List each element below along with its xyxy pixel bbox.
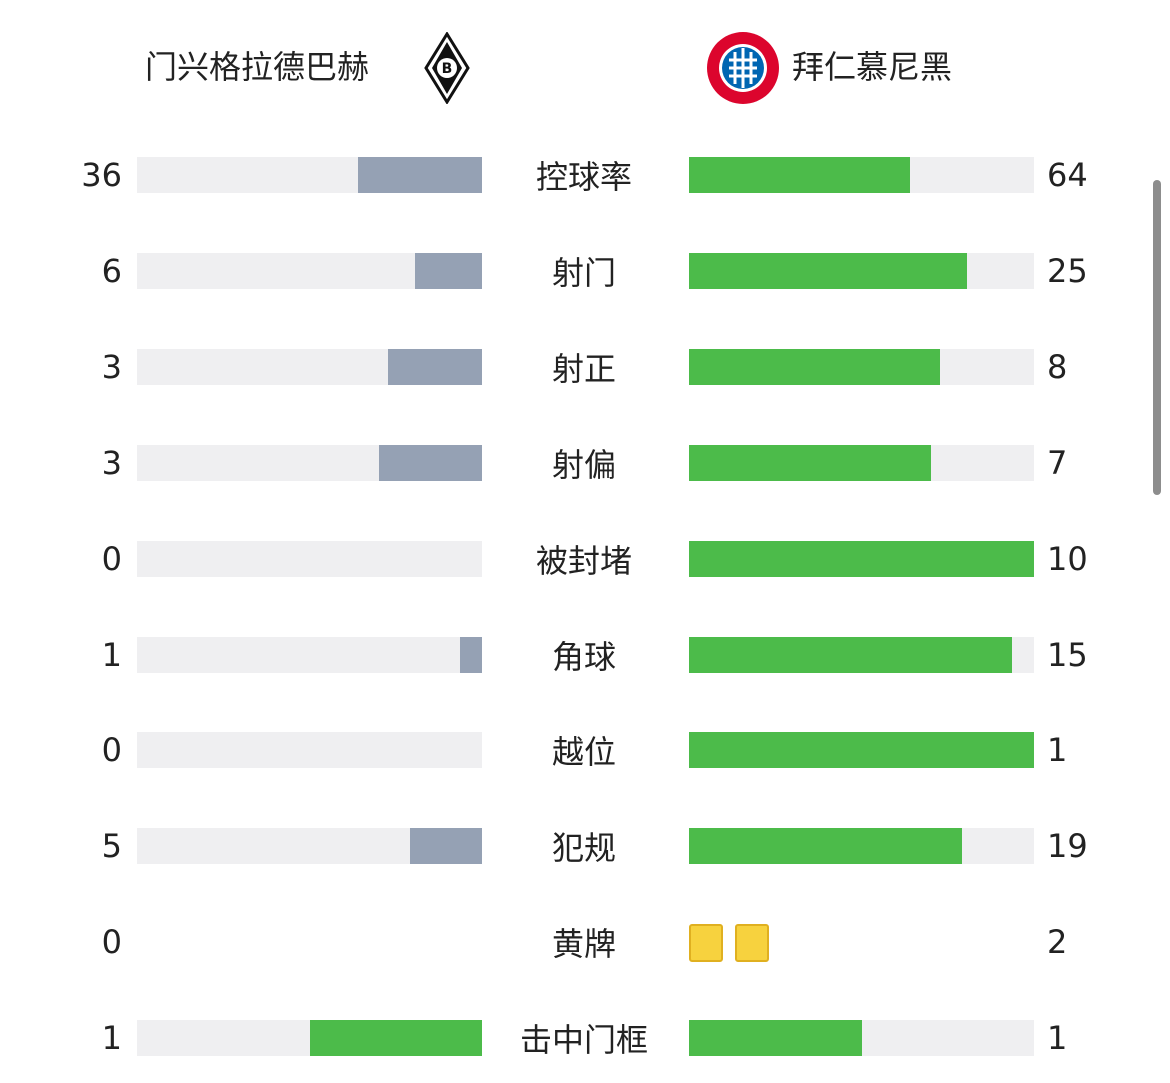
home-team-logo: B: [424, 32, 470, 104]
away-team-name: 拜仁慕尼黑: [792, 48, 953, 86]
away-bar: [689, 828, 963, 865]
stat-label: 角球: [551, 637, 617, 676]
away-bar: [689, 348, 940, 385]
home-bar: [378, 444, 482, 481]
home-bar: [357, 157, 482, 193]
away-team-logo: [707, 32, 779, 104]
scrollbar[interactable]: [1153, 180, 1161, 495]
away-value: 15: [1047, 635, 1088, 674]
stat-label: 犯规: [551, 829, 617, 868]
stat-label: 控球率: [535, 158, 633, 196]
away-value: 64: [1047, 156, 1088, 194]
away-value: 10: [1047, 539, 1088, 578]
home-value: 6: [101, 251, 122, 290]
away-value: 8: [1047, 347, 1068, 386]
home-team-name: 门兴格拉德巴赫: [145, 48, 370, 86]
away-bar: [689, 540, 1034, 577]
away-value: 1: [1047, 731, 1068, 770]
away-value: 19: [1047, 827, 1088, 866]
stat-label: 击中门框: [519, 1021, 649, 1060]
yellow-card: [735, 924, 769, 963]
away-bar: [689, 157, 910, 193]
away-bar: [689, 1020, 862, 1057]
home-value: 0: [101, 731, 122, 770]
stat-label: 射偏: [551, 445, 617, 484]
stat-label: 射正: [551, 349, 617, 388]
yellow-card: [689, 924, 723, 963]
home-value: 3: [101, 443, 122, 482]
stat-label: 越位: [551, 733, 617, 772]
away-bar: [689, 252, 968, 289]
home-value: 5: [101, 827, 122, 866]
home-bar: [387, 348, 482, 385]
away-value: 7: [1047, 443, 1068, 482]
stat-label: 射门: [551, 253, 617, 292]
home-track: [137, 636, 482, 673]
home-value: 1: [101, 635, 122, 674]
svg-text:B: B: [442, 61, 453, 77]
stat-label: 黄牌: [551, 925, 617, 964]
home-value: 0: [101, 539, 122, 578]
home-bar: [309, 1020, 482, 1057]
home-value: 0: [101, 923, 122, 962]
home-value: 3: [101, 347, 122, 386]
away-value: 1: [1047, 1019, 1068, 1058]
home-track: [137, 732, 482, 769]
home-track: [137, 540, 482, 577]
stat-label: 被封堵: [535, 541, 633, 580]
away-value: 2: [1047, 923, 1068, 962]
away-bar: [689, 732, 1034, 769]
home-bar: [415, 252, 482, 289]
home-value: 1: [101, 1019, 122, 1058]
home-value: 36: [81, 156, 122, 194]
away-bar: [689, 444, 931, 481]
home-bar: [410, 828, 482, 865]
away-bar: [689, 636, 1013, 673]
away-value: 25: [1047, 251, 1088, 290]
home-bar: [460, 636, 482, 673]
